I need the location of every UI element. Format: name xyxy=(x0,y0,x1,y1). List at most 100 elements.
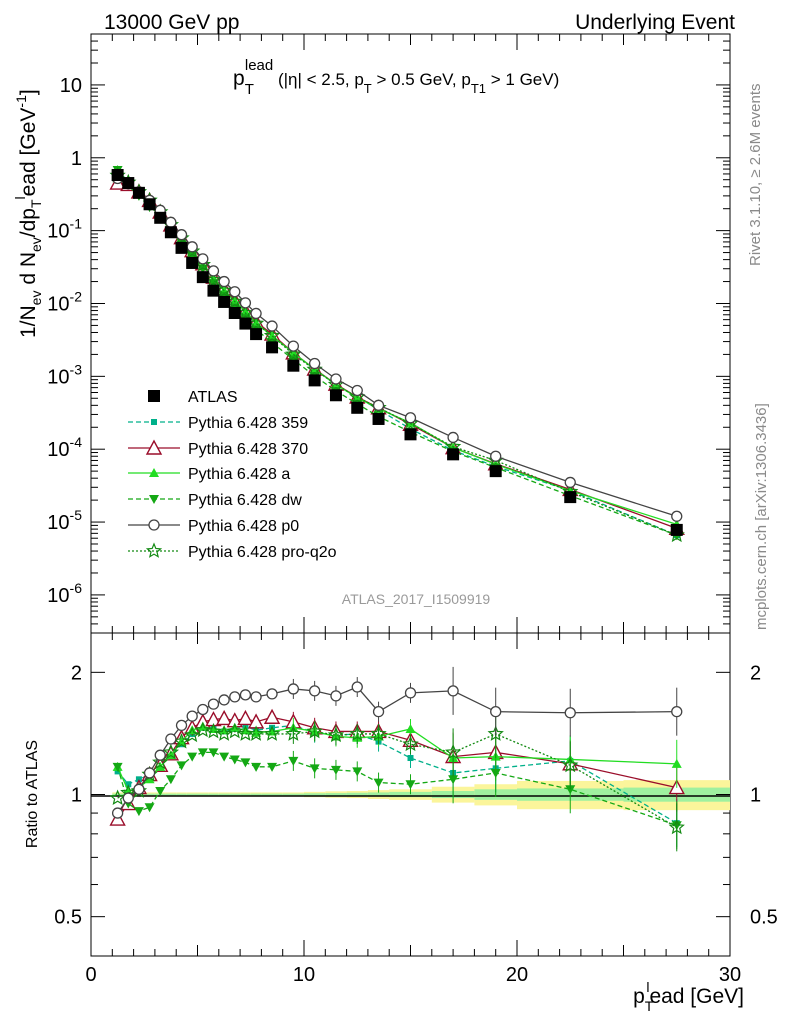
legend-marker-pythia-6-428-dw xyxy=(149,495,159,504)
main-axis-ticks: 10-6 10-5 10-4 10-3 10-2 10-1 1 10 xyxy=(47,33,731,634)
ratio-series-group xyxy=(109,666,685,852)
series-pythia-6-428-dw xyxy=(112,165,682,541)
ratio-point-pythia-6-428-370 xyxy=(215,709,233,726)
ratio-point-pythia-6-428-dw xyxy=(565,785,576,795)
x-tick-label: 10 xyxy=(293,964,315,986)
ratio-point-pythia-6-428-dw xyxy=(490,768,501,778)
band-stat xyxy=(250,793,262,796)
series-atlas xyxy=(111,169,683,536)
band-stat xyxy=(144,793,155,796)
ratio-point-pythia-6-428-pro-q2o xyxy=(226,722,243,739)
y-tick-label: 10-2 xyxy=(47,288,82,315)
band-stat xyxy=(261,793,283,796)
ratio-y-tick-label-right: 2 xyxy=(750,662,761,684)
y-tick-label: 10 xyxy=(60,75,82,97)
ratio-point-pythia-6-428-pro-q2o xyxy=(487,725,504,741)
y-tick-label: 1 xyxy=(71,148,82,170)
ratio-point-pythia-6-428-p0 xyxy=(197,703,209,716)
band-stat xyxy=(304,793,326,796)
ratio-point-pythia-6-428-dw xyxy=(112,762,123,772)
ratio-point-pythia-6-428-dw xyxy=(330,765,341,775)
ratio-point-pythia-6-428-p0 xyxy=(207,698,220,710)
legend-entry-pythia-6-428-dw: Pythia 6.428 dw xyxy=(128,492,302,509)
ratio-point-pythia-6-428-a xyxy=(671,758,682,768)
ratio-point-pythia-6-428-dw xyxy=(187,752,198,762)
data-point-atlas xyxy=(143,198,156,211)
data-point-pythia-6-428-p0 xyxy=(330,373,342,385)
ratio-point-pythia-6-428-pro-q2o xyxy=(444,743,462,760)
band-stat xyxy=(112,793,123,796)
data-point-pythia-6-428-p0 xyxy=(239,297,252,309)
ratio-point-pythia-6-428-p0 xyxy=(266,688,278,700)
svg-text:1/Nev d Nev/dpTlead [GeV-1]: 1/Nev d Nev/dpTlead [GeV-1] xyxy=(12,89,44,338)
ratio-point-pythia-6-428-p0 xyxy=(404,687,417,699)
data-point-pythia-6-428-p0 xyxy=(229,286,241,298)
ratio-point-pythia-6-428-p0 xyxy=(239,689,252,701)
data-point-pythia-6-428-p0 xyxy=(490,450,502,462)
rivet-version-label: Rivet 3.1.10, ≥ 2.6M events xyxy=(747,84,764,267)
data-point-pythia-6-428-p0 xyxy=(186,241,198,253)
y-tick-label: 10-6 xyxy=(47,580,82,607)
ratio-point-pythia-6-428-p0 xyxy=(671,706,683,718)
data-point-pythia-6-428-p0 xyxy=(207,265,220,277)
ratio-point-pythia-6-428-dw xyxy=(240,758,251,768)
main-y-axis-label: 1/Nev d Nev/dpTlead [GeV-1] xyxy=(12,89,44,338)
ratio-point-pythia-6-428-a xyxy=(405,724,416,734)
ratio-point-pythia-6-428-pro-q2o xyxy=(306,722,323,739)
band-stat xyxy=(325,793,347,796)
legend-label-pythia-6-428-pro-q2o: Pythia 6.428 pro-q2o xyxy=(188,544,337,561)
ratio-point-pythia-6-428-p0 xyxy=(287,683,300,695)
data-point-atlas xyxy=(489,465,502,478)
x-tick-label: 30 xyxy=(719,964,741,986)
data-point-pythia-6-428-p0 xyxy=(218,275,230,288)
ratio-point-pythia-6-428-pro-q2o xyxy=(247,725,265,741)
ratio-point-pythia-6-428-pro-q2o xyxy=(162,743,180,760)
data-point-pythia-6-428-a xyxy=(240,306,251,316)
data-point-pythia-6-428-p0 xyxy=(404,412,417,424)
ratio-point-pythia-6-428-p0 xyxy=(133,783,145,795)
ratio-point-pythia-6-428-dw xyxy=(251,762,262,772)
ratio-point-pythia-6-428-pro-q2o xyxy=(349,725,366,741)
legend-marker-pythia-6-428-370 xyxy=(145,439,163,455)
data-point-pythia-6-428-p0 xyxy=(197,253,209,265)
data-point-atlas xyxy=(329,389,342,402)
legend-entry-pythia-6-428-pro-q2o: Pythia 6.428 pro-q2o xyxy=(128,542,337,561)
band-stat xyxy=(240,793,251,796)
ratio-point-pythia-6-428-pro-q2o xyxy=(562,756,579,773)
data-point-pythia-6-428-a xyxy=(267,330,278,340)
ratio-point-pythia-6-428-pro-q2o xyxy=(327,726,345,743)
band-stat xyxy=(282,793,304,796)
data-point-atlas xyxy=(372,412,385,425)
ratio-point-pythia-6-428-a xyxy=(267,726,278,736)
data-point-atlas xyxy=(447,448,460,461)
band-stat xyxy=(346,792,368,797)
svg-text:pTlead [GeV]: pTlead [GeV] xyxy=(633,979,744,1014)
ratio-point-pythia-6-428-pro-q2o xyxy=(263,725,281,741)
ratio-point-pythia-6-428-pro-q2o xyxy=(184,726,201,743)
band-stat xyxy=(165,793,177,796)
ratio-y-tick-label: 1 xyxy=(71,785,82,807)
ratio-y-axis-label: Ratio to ATLAS xyxy=(24,740,41,848)
ratio-line-pythia-6-428-pro-q2o xyxy=(117,729,678,828)
data-point-atlas xyxy=(196,271,209,284)
y-tick-label: 10-1 xyxy=(47,216,82,243)
y-tick-label: 10-3 xyxy=(47,361,82,388)
ratio-y-tick-label: 0.5 xyxy=(54,907,82,929)
ratio-point-pythia-6-428-pro-q2o xyxy=(152,753,169,770)
ratio-point-pythia-6-428-dw xyxy=(155,787,166,797)
ratio-point-pythia-6-428-dw xyxy=(288,756,299,766)
ratio-point-pythia-6-428-p0 xyxy=(143,767,156,779)
ratio-series-pythia-6-428-p0 xyxy=(111,666,683,819)
legend-label-pythia-6-428-dw: Pythia 6.428 dw xyxy=(188,492,302,509)
ratio-point-pythia-6-428-p0 xyxy=(564,707,576,719)
ratio-point-pythia-6-428-p0 xyxy=(165,733,177,745)
analysis-id-label: ATLAS_2017_I1509919 xyxy=(342,591,491,607)
ratio-point-pythia-6-428-p0 xyxy=(250,691,262,703)
ratio-point-pythia-6-428-dw xyxy=(373,778,384,788)
data-point-pythia-6-428-pro-q2o xyxy=(285,345,302,362)
data-point-atlas xyxy=(670,523,683,536)
band-stat xyxy=(208,793,219,796)
ratio-point-pythia-6-428-dw xyxy=(144,803,155,813)
data-point-atlas xyxy=(207,284,220,297)
